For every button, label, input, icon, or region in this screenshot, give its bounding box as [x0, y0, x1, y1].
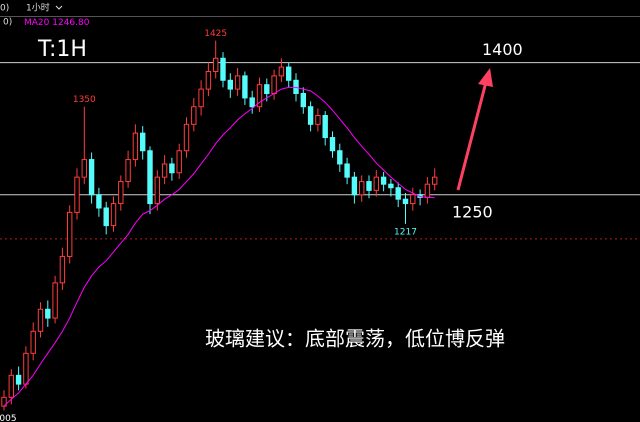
ma-legend: MA20 1246.80	[24, 18, 90, 28]
extreme-label: 1217	[394, 227, 417, 237]
candle-body	[337, 150, 343, 165]
candle-body	[37, 308, 44, 332]
extreme-label: 005	[0, 414, 17, 422]
ma-value: 1246.80	[52, 18, 89, 28]
candle-body	[67, 211, 73, 257]
candle-body	[161, 163, 168, 178]
arrow-head	[478, 68, 493, 87]
candle-body	[183, 123, 190, 152]
candle-body	[88, 159, 95, 196]
level-label: 1400	[482, 40, 523, 59]
candle-body	[205, 70, 212, 90]
candle-body	[344, 163, 350, 178]
candle-body	[410, 194, 416, 205]
candle-body	[359, 181, 365, 196]
candle-body	[329, 137, 336, 152]
toolbar-left: 0)	[0, 4, 9, 14]
ma-line	[3, 86, 435, 407]
candle-body	[307, 106, 314, 125]
candle-body	[256, 84, 263, 108]
candle-body	[432, 176, 438, 185]
candle-body	[118, 181, 124, 205]
candle-body	[154, 176, 161, 205]
chart-title: T:1H	[37, 37, 87, 62]
candle-body	[220, 57, 226, 81]
candle-body	[45, 308, 51, 319]
candle-body	[176, 150, 182, 174]
candle-body	[8, 374, 15, 398]
candle-body	[315, 115, 321, 125]
candle-body	[322, 115, 328, 139]
candle-body	[198, 88, 204, 108]
candle-body	[249, 97, 255, 108]
candle-body	[388, 183, 394, 189]
candle-body	[191, 106, 197, 125]
candle-body	[23, 352, 29, 385]
arrow	[456, 81, 488, 191]
candle-body	[234, 75, 241, 90]
extreme-label: 1350	[73, 95, 96, 105]
candle-body	[147, 150, 153, 205]
candle-body	[15, 374, 22, 385]
candle-body	[140, 132, 146, 152]
candle-body	[242, 75, 248, 99]
candle-body	[271, 75, 277, 95]
candle-body	[380, 176, 387, 185]
candle-body	[278, 66, 285, 77]
dropdown-icon[interactable]	[55, 5, 63, 10]
candle-body	[30, 330, 36, 354]
extreme-label: 1425	[204, 29, 227, 39]
candle-body	[227, 79, 234, 90]
candle-body	[366, 181, 372, 191]
candle-body	[125, 159, 131, 183]
toolbar-left-row2: 0)	[3, 18, 12, 28]
ma-name: MA20	[24, 18, 50, 28]
candle-body	[264, 84, 270, 95]
candle-body	[395, 187, 401, 200]
candle-body	[351, 176, 358, 196]
candle-body	[110, 203, 117, 227]
candle-body	[59, 255, 66, 284]
candle-body	[373, 176, 380, 191]
candle-body	[169, 163, 175, 174]
candle-body	[132, 132, 139, 161]
candle-body	[1, 396, 7, 407]
candle-body	[96, 194, 102, 209]
candle-body	[81, 159, 87, 178]
candle-body	[300, 93, 307, 108]
candle-body	[52, 282, 58, 319]
note: 玻璃建议：底部震荡，低位博反弹	[205, 327, 505, 351]
candle-body	[286, 66, 292, 81]
candle-body	[74, 176, 80, 213]
candle-body	[402, 198, 409, 205]
interval[interactable]: 1小时	[26, 2, 50, 14]
candle-body	[103, 207, 109, 227]
candle-body	[213, 57, 219, 72]
level-label: 1250	[452, 202, 493, 221]
candle-body	[424, 183, 431, 198]
